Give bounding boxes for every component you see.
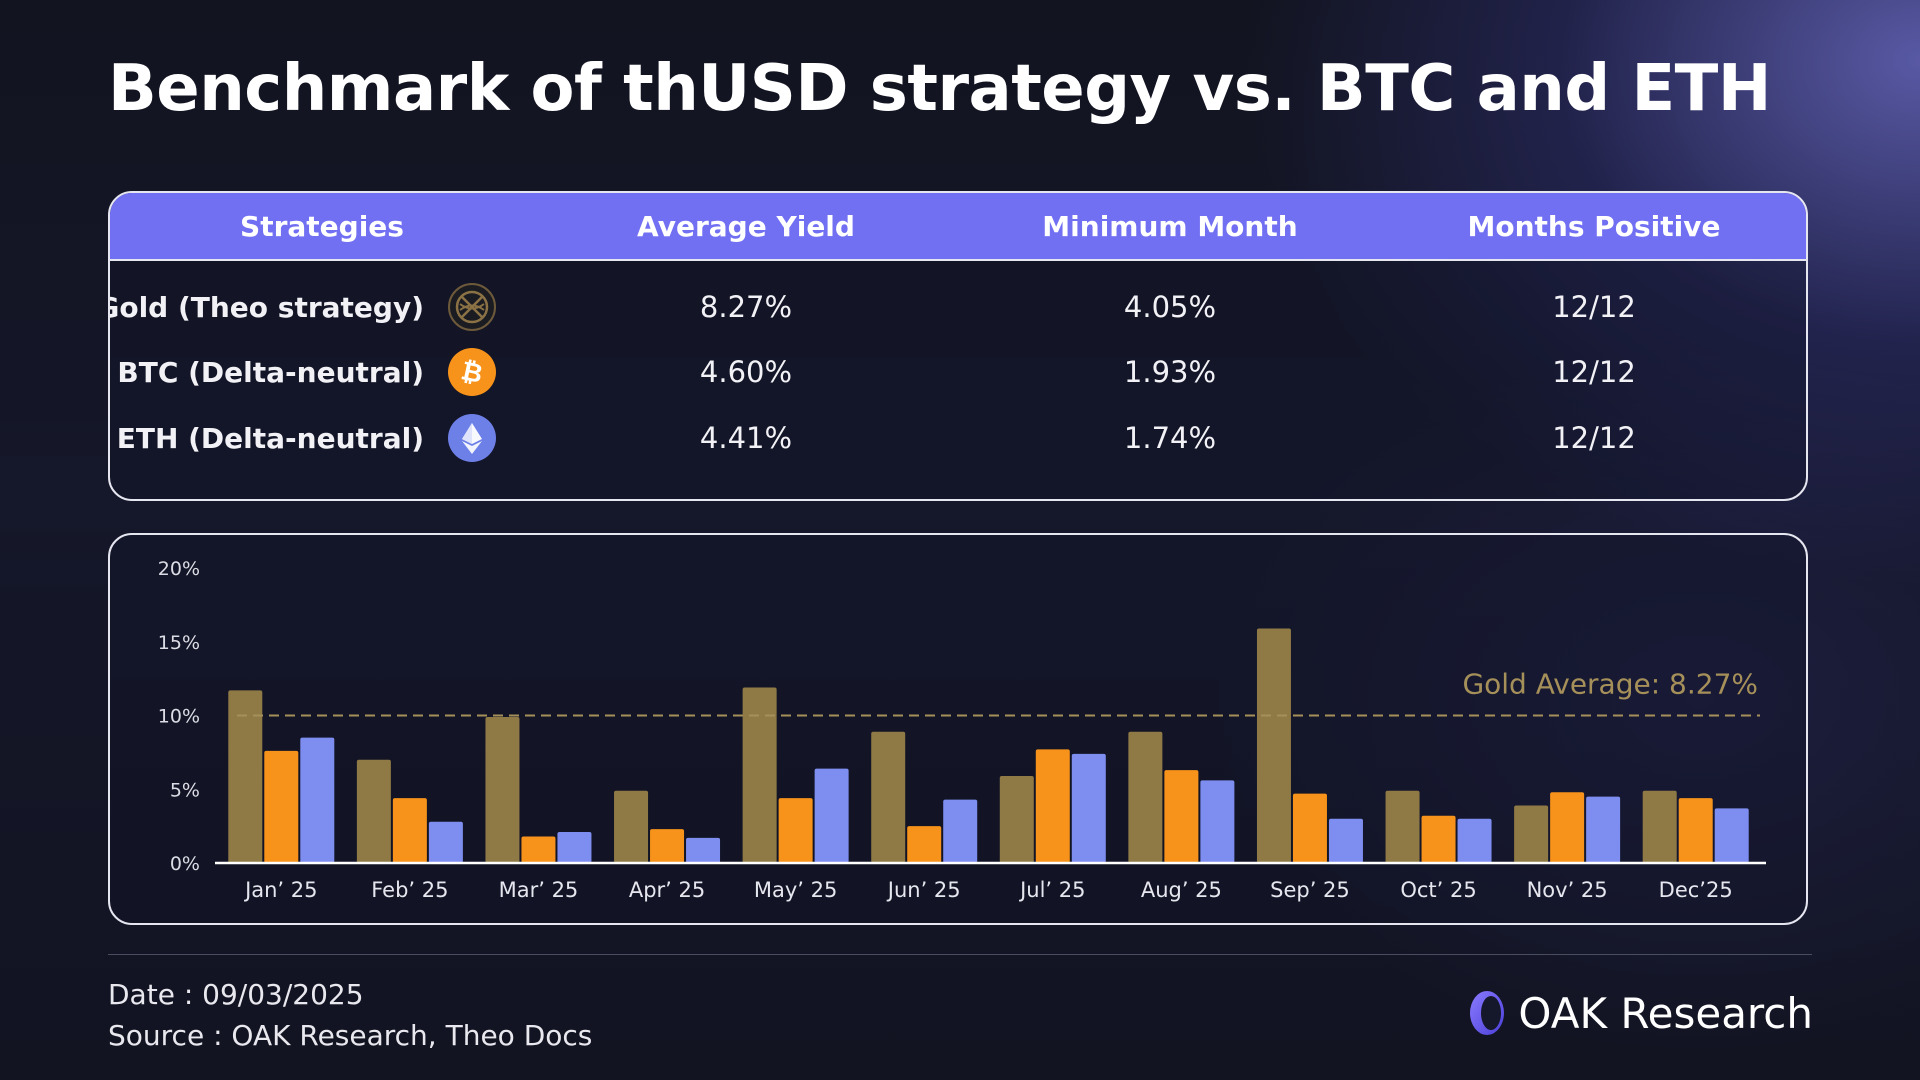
table-header: Strategies Average Yield Minimum Month M… xyxy=(110,193,1806,261)
bar-gold xyxy=(356,759,391,863)
y-tick-label: 15% xyxy=(158,632,200,654)
min-month-cell: 4.05% xyxy=(1123,290,1217,324)
x-tick-label: Jun’ 25 xyxy=(886,878,961,902)
ethereum-icon xyxy=(448,414,496,462)
bar-btc xyxy=(907,826,942,863)
svg-text:₿: ₿ xyxy=(458,356,485,390)
strategy-name: ETH (Delta-neutral) xyxy=(116,421,424,455)
header-strategies: Strategies xyxy=(240,209,404,243)
bar-btc xyxy=(1550,792,1585,863)
bar-btc xyxy=(392,798,427,863)
strategy-name: BTC (Delta-neutral) xyxy=(117,355,424,389)
y-tick-label: 0% xyxy=(170,853,200,875)
bar-eth xyxy=(686,837,721,863)
bar-chart-panel: 0% 5% 10% 15% 20% Jan’ 25 Feb’ 25 Mar’ 25 Apr’ 2… xyxy=(108,533,1808,925)
bar-gold xyxy=(1642,790,1677,863)
bar-btc xyxy=(778,798,813,863)
bar-gold xyxy=(1514,805,1549,863)
bar-eth xyxy=(557,832,592,863)
bar-eth xyxy=(1328,818,1363,863)
y-tick-label: 10% xyxy=(158,706,200,728)
bar-gold xyxy=(871,731,906,863)
x-tick-label: Feb’ 25 xyxy=(371,878,448,902)
bar-btc xyxy=(264,750,299,863)
avg-yield-cell: 8.27% xyxy=(699,290,793,324)
months-positive-cell: 12/12 xyxy=(1552,355,1636,389)
avg-yield-cell: 4.41% xyxy=(699,421,793,455)
benchmark-table: Strategies Average Yield Minimum Month M… xyxy=(108,191,1808,501)
bar-btc xyxy=(521,836,556,863)
bitcoin-icon: ₿ xyxy=(448,348,496,396)
x-tick-label: Jan’ 25 xyxy=(243,878,317,902)
header-months-positive: Months Positive xyxy=(1467,209,1721,243)
avg-yield-cell: 4.60% xyxy=(699,355,793,389)
bar-eth xyxy=(943,799,978,863)
table-row: Gold (Theo strategy) 8.27% 4.05% 12/12 xyxy=(110,282,1806,332)
y-tick-label: 20% xyxy=(158,558,200,580)
bar-gold xyxy=(614,790,649,863)
bar-gold xyxy=(999,775,1034,863)
brand-logo: OAK Research xyxy=(1464,988,1813,1038)
bar-gold xyxy=(1256,628,1291,863)
bar-eth xyxy=(1586,796,1621,863)
x-tick-label: May’ 25 xyxy=(754,878,838,902)
bar-eth xyxy=(300,737,335,863)
bar-btc xyxy=(1164,770,1199,863)
bar-eth xyxy=(1200,780,1235,863)
header-minimum-month: Minimum Month xyxy=(1042,209,1298,243)
bar-eth xyxy=(428,821,463,863)
bar-btc xyxy=(1678,798,1713,863)
bar-eth xyxy=(1457,818,1492,863)
min-month-cell: 1.74% xyxy=(1123,421,1217,455)
x-tick-label: Jul’ 25 xyxy=(1018,878,1085,902)
bar-btc xyxy=(1292,793,1327,863)
bar-eth xyxy=(814,768,849,863)
x-tick-label: Sep’ 25 xyxy=(1270,878,1350,902)
footer-divider xyxy=(108,954,1812,955)
bar-gold xyxy=(485,716,520,863)
strategy-name: Gold (Theo strategy) xyxy=(108,290,424,324)
x-tick-label: Oct’ 25 xyxy=(1400,878,1476,902)
bar-gold xyxy=(228,690,263,863)
bar-btc xyxy=(1421,815,1456,863)
x-tick-label: Aug’ 25 xyxy=(1141,878,1222,902)
brand-name: OAK Research xyxy=(1518,988,1813,1038)
bar-eth xyxy=(1071,753,1106,863)
page-title: Benchmark of thUSD strategy vs. BTC and … xyxy=(108,52,1771,126)
bar-btc xyxy=(650,829,685,863)
bar-gold xyxy=(1385,790,1420,863)
bar-eth xyxy=(1714,808,1749,863)
months-positive-cell: 12/12 xyxy=(1552,421,1636,455)
table-row: BTC (Delta-neutral) ₿ 4.60% 1.93% 12/12 xyxy=(110,347,1806,397)
gold-coin-icon xyxy=(448,283,496,331)
x-tick-label: Nov’ 25 xyxy=(1527,878,1608,902)
footer-date: Date : 09/03/2025 xyxy=(108,978,364,1011)
x-tick-label: Dec’25 xyxy=(1659,878,1733,902)
x-tick-label: Mar’ 25 xyxy=(499,878,579,902)
monthly-yield-bar-chart: 0% 5% 10% 15% 20% Jan’ 25 Feb’ 25 Mar’ 25 Apr’ 2… xyxy=(158,558,1766,902)
x-tick-label: Apr’ 25 xyxy=(629,878,705,902)
min-month-cell: 1.93% xyxy=(1123,355,1217,389)
bar-btc xyxy=(1035,749,1070,863)
table-row: ETH (Delta-neutral) 4.41% 1.74% 12/12 xyxy=(110,413,1806,463)
header-average-yield: Average Yield xyxy=(637,209,855,243)
y-tick-label: 5% xyxy=(170,779,200,801)
bar-gold xyxy=(742,687,777,863)
bar-gold xyxy=(1128,731,1163,863)
gold-average-label: Gold Average: 8.27% xyxy=(1462,668,1758,701)
footer-source: Source : OAK Research, Theo Docs xyxy=(108,1019,593,1052)
months-positive-cell: 12/12 xyxy=(1552,290,1636,324)
oak-logo-icon xyxy=(1470,991,1505,1035)
